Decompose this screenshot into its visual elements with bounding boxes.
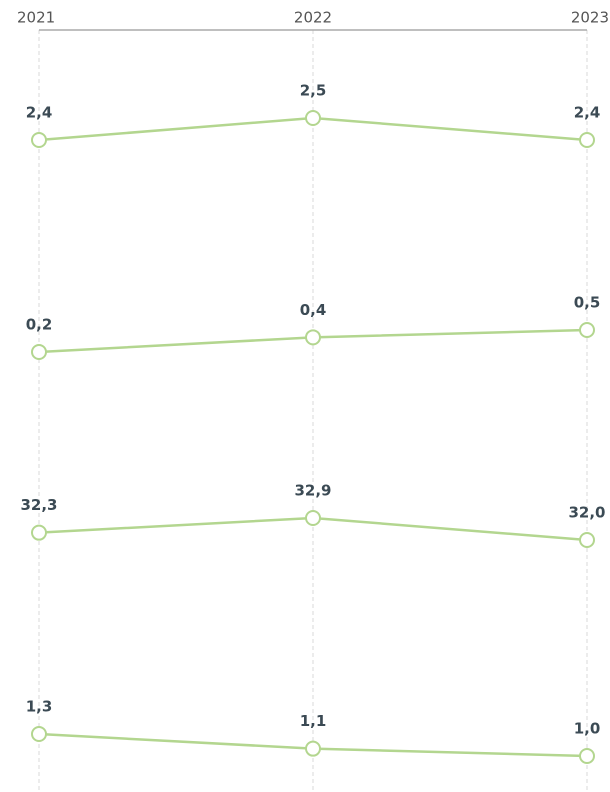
value-label: 0,2 bbox=[26, 316, 53, 334]
point bbox=[31, 726, 47, 742]
point bbox=[305, 510, 321, 526]
value-label: 2,4 bbox=[26, 104, 53, 122]
point bbox=[305, 329, 321, 346]
value-label: 32,3 bbox=[20, 496, 57, 514]
point bbox=[31, 344, 47, 360]
value-label: 0,5 bbox=[574, 294, 601, 312]
x-tick-label: 2023 bbox=[571, 9, 609, 27]
value-label: 1,0 bbox=[574, 720, 601, 738]
value-label: 32,0 bbox=[568, 504, 605, 522]
value-label: 2,5 bbox=[300, 82, 327, 100]
x-tick-label: 2021 bbox=[17, 9, 55, 27]
value-label: 0,4 bbox=[300, 301, 327, 319]
value-label: 32,9 bbox=[294, 482, 331, 500]
value-label: 2,4 bbox=[574, 104, 601, 122]
point bbox=[579, 532, 595, 548]
point bbox=[31, 524, 47, 541]
x-tick-label: 2022 bbox=[294, 9, 332, 27]
point bbox=[579, 322, 595, 338]
value-label: 1,3 bbox=[26, 698, 53, 716]
value-label: 1,1 bbox=[300, 712, 327, 730]
point bbox=[31, 132, 47, 148]
point bbox=[579, 748, 595, 764]
point bbox=[305, 110, 321, 126]
point bbox=[305, 740, 321, 757]
point bbox=[579, 132, 595, 148]
